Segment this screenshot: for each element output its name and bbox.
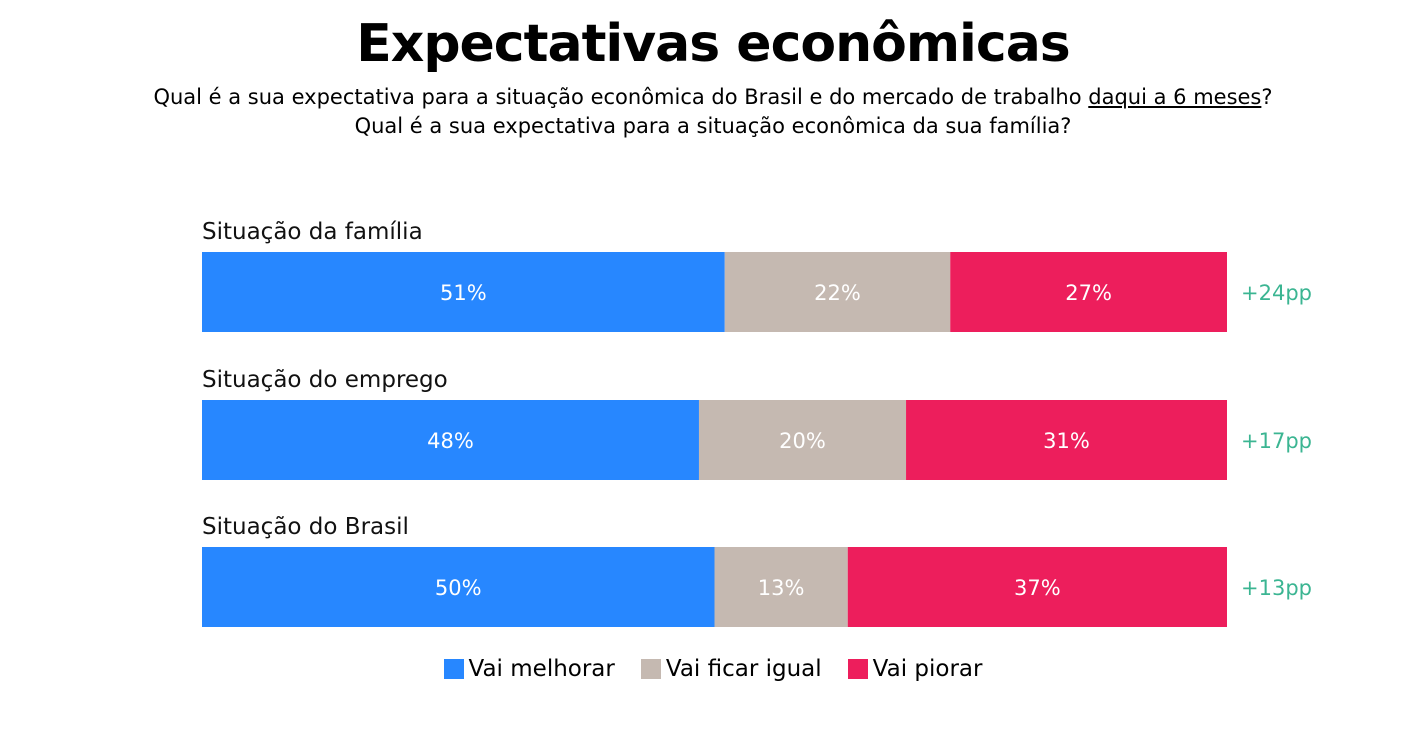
segment-label: 22%	[814, 281, 861, 305]
legend-item: Vai piorar	[847, 656, 983, 682]
legend-swatch	[640, 659, 661, 679]
subtitle-line-1: Qual é a sua expectativa para a situação…	[0, 85, 1426, 109]
bar-segment	[724, 252, 951, 332]
bar-segment	[202, 252, 725, 332]
net-difference-label: +17pp	[1241, 429, 1312, 453]
legend-item: Vai ficar igual	[640, 656, 822, 682]
segment-label: 13%	[758, 576, 805, 600]
segment-label: 37%	[1014, 576, 1061, 600]
legend-label: Vai ficar igual	[665, 656, 822, 682]
segment-label: 27%	[1065, 281, 1112, 305]
row-label: Situação do emprego	[202, 367, 448, 393]
net-difference-label: +24pp	[1241, 281, 1312, 305]
legend-item: Vai melhorar	[443, 656, 615, 682]
legend: Vai melhorar Vai ficar igual Vai piorar	[0, 656, 1426, 682]
segment-label: 50%	[435, 576, 482, 600]
bar-segment	[714, 547, 848, 627]
bar-segment	[202, 547, 715, 627]
subtitle-text: Qual é a sua expectativa para a situação…	[153, 85, 1089, 109]
bar-segment	[698, 400, 907, 480]
row-label: Situação do Brasil	[202, 514, 409, 540]
segment-label: 48%	[427, 429, 474, 453]
bar-segment	[847, 547, 1227, 627]
legend-label: Vai piorar	[872, 656, 983, 682]
subtitle-underlined: daqui a 6 meses	[1088, 85, 1262, 109]
legend-swatch	[443, 659, 464, 679]
bar-segment	[202, 400, 699, 480]
segment-label: 51%	[440, 281, 487, 305]
bar-segment	[906, 400, 1227, 480]
legend-label: Vai melhorar	[468, 656, 615, 682]
legend-swatch	[847, 659, 868, 679]
chart-title: Expectativas econômicas	[356, 14, 1070, 74]
subtitle-end: ?	[1261, 85, 1273, 109]
bar-segment	[950, 252, 1227, 332]
net-difference-label: +13pp	[1241, 576, 1312, 600]
segment-label: 20%	[779, 429, 826, 453]
row-label: Situação da família	[202, 219, 423, 245]
subtitle-line-2: Qual é a sua expectativa para a situação…	[354, 114, 1072, 138]
segment-label: 31%	[1043, 429, 1090, 453]
